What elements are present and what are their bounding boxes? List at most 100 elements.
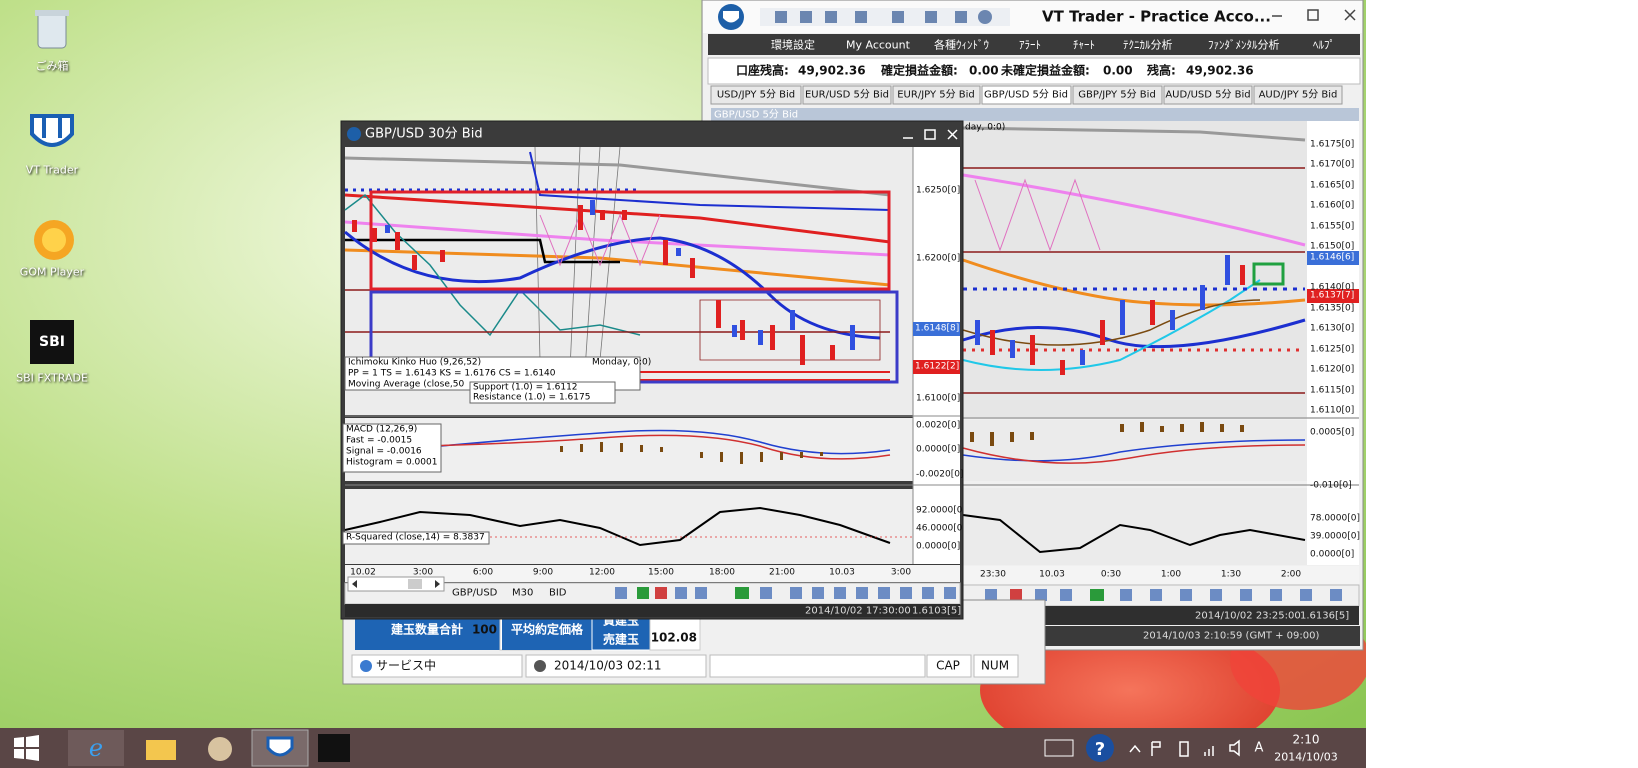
vt-trader-main-window: VT Trader - Practice Acco... 環境設定 My Accou… [701,0,1364,651]
acc-text: 49,902.36 [1186,63,1254,78]
ax-text: 3:00 [890,567,912,578]
ax-text: 9:00 [532,567,554,578]
tab-text: GBP/USD 5分 Bid [983,89,1069,101]
mk-text: 1.6137[7] [1310,290,1355,301]
wt-text: 2:10 [1292,732,1320,747]
lg-text: day, 0:0) [965,122,1006,133]
ax-text: 46.0000[0 [916,523,963,534]
ax-text: 1.6135[0] [1310,303,1355,314]
tab-text: NUM [980,658,1010,673]
ax-text: 39.0000[0] [1310,531,1360,542]
ax-text: 1.6175[0] [1310,139,1355,150]
ax-text: -0.010[0] [1310,480,1352,491]
sb-text: 1.6103[5] [912,605,962,617]
ax-text: 0.0000[0] [1310,549,1355,560]
ax-text: 0.0020[0] [916,420,961,431]
tab-text: GBP/JPY 5分 Bid [1078,89,1156,101]
acc-text: 建玉数量合計 [390,622,464,637]
desktop-background: SBI [0,0,1366,768]
mk-text: 1.6146[6] [1310,252,1355,263]
menu-text: 環境設定 [771,38,815,52]
acc-text: 平均約定価格 [510,622,584,637]
ax-text: 18:00 [709,567,735,578]
ax-text: 1.6200[0] [916,253,961,264]
ax-text: 10.02 [350,567,376,578]
tab-text: EUR/JPY 5分 Bid [897,89,975,101]
acc-text: VT Trader - Practice Acco... [1042,7,1271,26]
ax-text: 1.6165[0] [1310,180,1355,191]
lg-text: MACD (12,26,9) [346,424,418,435]
menu-text: ﾃｸﾆｶﾙ分析 [1123,38,1173,52]
help-icon[interactable] [1086,734,1114,762]
taskbar-background: e ? [0,728,1366,768]
order-window-frame [342,599,1046,685]
ax-text: 2:00 [1280,569,1302,580]
ax-text: 1.6140[0] [1310,282,1355,293]
order-window: 建玉数量合計 100 平均約定価格 買建玉 売建玉 102.08 サービス中 2014/10/… [342,599,1046,685]
lg-text: Ichimoku Kinko Huo (9,26,52) [348,357,482,368]
ax-text: 1:30 [1220,569,1242,580]
menu-text: ﾌｧﾝﾀﾞﾒﾝﾀﾙ分析 [1208,38,1280,52]
tab-text: CAP [936,658,960,673]
menu-text: ﾍﾙﾌﾟ [1313,38,1335,52]
menu-text: ｱﾗｰﾄ [1019,38,1041,52]
lg-text: Support (1.0) = 1.6112 [473,382,578,393]
ax-text: 1.6110[0] [1310,405,1355,416]
explorer-button[interactable] [146,740,176,760]
ico-text: SBI FXTRADE [16,371,88,385]
acc-text: 49,902.36 [798,63,866,78]
acc-text: 未確定損益金額: [1001,63,1090,78]
lg-text: Histogram = 0.0001 [346,457,438,468]
desktop: SBI ごみ箱 VT Trader GOM Player SBI FXTRADE [0,0,1366,768]
ico-text: VT Trader [25,163,79,177]
tab-text: サービス中 [376,658,437,673]
wt-text: 2014/10/03 [1274,750,1338,764]
sb-text: 2014/10/02 23:25:00 [1195,610,1301,622]
ax-text: 15:00 [648,567,674,578]
vt-trader-task-button[interactable] [251,729,309,767]
lg-text: Monday, 0:0) [592,357,652,368]
recycle-bin-icon[interactable] [35,10,69,49]
acc-text: 確定損益金額: [881,63,958,78]
tab-text: BID [549,587,567,599]
acc-text: 買建玉 [602,613,640,628]
tab-text: AUD/JPY 5分 Bid [1258,89,1338,101]
ax-text: 92.0000[0 [916,505,963,516]
ax-text: 3:00 [412,567,434,578]
acc-text: 0.00 [1103,63,1133,78]
sbi-task-button[interactable] [318,734,350,762]
mk-text: 1.6122[2] [915,361,960,372]
ax-text: 10.03 [829,567,855,578]
vt-trader-icon[interactable] [30,114,74,147]
tab-text: GBP/USD [452,587,498,599]
ico-text: GOM Player [19,265,85,279]
sb-text: 2014/10/02 17:30:00 [805,605,911,617]
tab-text: M30 [512,587,534,599]
ax-text: -0.0020[0] [916,469,964,480]
mk-text: 1.6148[8] [915,323,960,334]
sb-text: 2014/10/03 2:10:59 (GMT + 09:00) [1143,630,1320,642]
lg-text: Moving Average (close,50 [348,379,465,390]
sb-text: VT Trader 2.2.0.63 [908,630,1001,642]
ax-text: 0:30 [1100,569,1122,580]
main-window-frame [701,0,1364,651]
ax-text: 12:00 [589,567,615,578]
ax-text: 1.6250[0] [916,185,961,196]
ax-text: 1:00 [1160,569,1182,580]
ax-text: 1.6155[0] [1310,221,1355,232]
ax-text: 1.6160[0] [1310,200,1355,211]
gom-player-icon[interactable] [34,220,74,260]
acc-text: 残高: [1147,63,1176,78]
acc-text: 102.08 [650,630,697,645]
ax-text: 0.0000[0] [916,444,961,455]
start-button[interactable] [14,735,39,761]
sbi-icon[interactable]: SBI [30,320,74,364]
ie-button[interactable] [68,730,124,766]
tab-text: AUD/USD 5分 Bid [1165,89,1251,101]
lg-text: R-Squared (close,14) = 8.3837 [346,532,485,543]
ax-text: 1.6115[0] [1310,385,1355,396]
paint-button[interactable] [208,737,232,761]
taskbar: e ? A 2:10 2014/10/03 [0,728,1366,768]
chart-window-frame [340,120,964,620]
